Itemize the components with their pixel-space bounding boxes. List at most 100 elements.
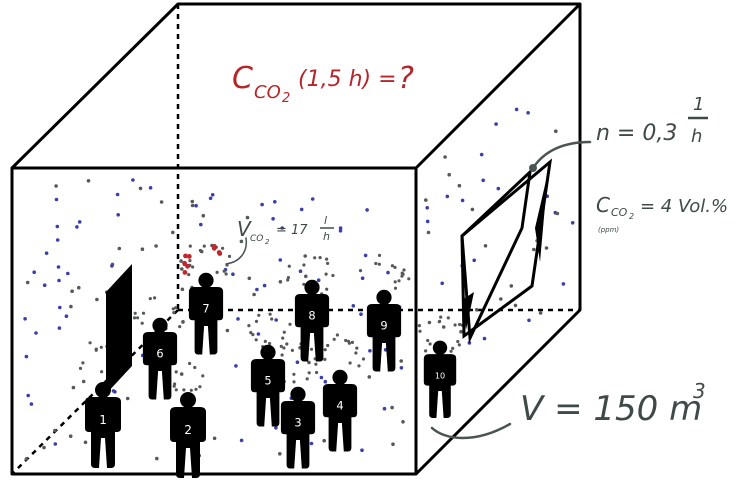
particle-dot: [318, 256, 322, 260]
air-exchange-leader-point: [529, 164, 537, 172]
question-prefix: C: [232, 61, 253, 96]
particle-dot: [44, 251, 49, 255]
particle-dot: [280, 353, 284, 357]
particle-dot: [136, 316, 140, 320]
particle-dot: [390, 405, 394, 410]
particle-dot: [191, 265, 195, 269]
particle-dot: [174, 388, 178, 392]
person-number: 2: [184, 423, 192, 437]
particle-dot: [358, 269, 363, 273]
emission-rate-label: V CO 2 = 17 l h: [237, 214, 334, 246]
particle-dot: [377, 262, 381, 266]
particle-dot: [282, 330, 286, 334]
particle-dot: [115, 192, 120, 197]
particle-dot: [24, 457, 29, 461]
person-4: 4: [322, 369, 358, 452]
particle-dot: [427, 320, 432, 325]
particle-dot: [554, 129, 558, 133]
particle-dot: [179, 372, 184, 376]
particle-dot: [201, 213, 206, 218]
particle-dot: [252, 292, 256, 297]
particle-dot: [140, 247, 145, 251]
particle-dot: [180, 287, 185, 292]
person-7: 7: [188, 272, 224, 355]
particle-dot: [182, 260, 188, 266]
person-head: [290, 386, 306, 402]
particle-dot: [360, 276, 365, 281]
particle-dot: [483, 244, 488, 248]
particle-dot: [331, 273, 335, 278]
particle-dot: [186, 254, 192, 259]
particle-dot: [77, 220, 82, 224]
particle-dot: [181, 320, 185, 324]
particle-dot: [467, 341, 472, 345]
particle-dot: [325, 287, 329, 291]
particle-dot: [382, 406, 387, 411]
door: [106, 264, 132, 394]
particle-dot: [307, 360, 311, 365]
particle-dot: [514, 107, 519, 112]
particle-dot: [221, 246, 225, 250]
person-5: 5: [250, 344, 286, 427]
person-number: 3: [294, 416, 301, 430]
particle-dot: [295, 360, 300, 365]
particle-dot: [544, 246, 549, 250]
particle-dot: [70, 289, 74, 294]
particle-dot: [185, 263, 191, 269]
volume-label: V = 150 m 3: [520, 379, 706, 429]
person-head: [432, 340, 448, 355]
particle-dot: [111, 389, 116, 393]
volume-leader: [430, 422, 512, 440]
particle-dot: [459, 329, 463, 334]
particle-dot: [316, 278, 321, 283]
particle-dot: [325, 257, 329, 261]
particle-dot: [424, 198, 428, 202]
right-face: [414, 4, 582, 476]
people: 1 2 3 4 5 6 7 8 9 10: [85, 272, 457, 478]
particle-dot: [401, 272, 405, 276]
particle-dot: [217, 251, 223, 256]
particle-dot: [249, 331, 253, 335]
particle-dot: [271, 217, 275, 221]
particle-dot: [350, 340, 354, 344]
particle-dot: [273, 200, 277, 204]
particle-dot: [309, 347, 314, 351]
particle-dot: [270, 317, 274, 321]
person-number: 8: [308, 309, 315, 323]
particle-dot: [310, 197, 315, 201]
person-body: [250, 359, 286, 427]
particle-dot: [439, 315, 443, 319]
person-body: [188, 287, 224, 355]
particle-dot: [116, 213, 120, 217]
particle-dot: [247, 276, 252, 281]
particle-dot: [174, 370, 178, 374]
particle-dot: [53, 428, 57, 433]
particle-dot: [288, 322, 292, 326]
particle-dot: [475, 308, 479, 312]
particle-dot: [194, 387, 198, 391]
volume-text: V = 150 m: [520, 389, 702, 429]
particle-dot: [174, 306, 178, 310]
emission-rate-prefix: V: [237, 217, 252, 241]
outdoor-concentration-subscript-2: 2: [629, 212, 634, 221]
particle-dot: [287, 264, 291, 268]
particle-dot: [148, 186, 153, 190]
particle-dot: [251, 333, 255, 337]
particle-dot: [354, 351, 358, 355]
question-label: C CO 2 (1,5 h) = ?: [232, 61, 414, 106]
particle-dot: [338, 229, 343, 233]
particle-dot: [323, 357, 327, 361]
particle-dot: [212, 244, 217, 249]
particle-dot: [359, 312, 363, 317]
particle-dot: [402, 268, 406, 272]
person-body: [280, 401, 316, 469]
particle-dot: [315, 370, 319, 375]
particle-dot: [190, 199, 195, 204]
particle-dot: [457, 183, 462, 188]
particle-dot: [458, 322, 462, 327]
particle-dot: [555, 211, 560, 216]
volume-exponent: 3: [693, 379, 706, 403]
air-exchange-numerator: 1: [693, 94, 704, 115]
emission-rate-denominator: h: [323, 230, 330, 243]
